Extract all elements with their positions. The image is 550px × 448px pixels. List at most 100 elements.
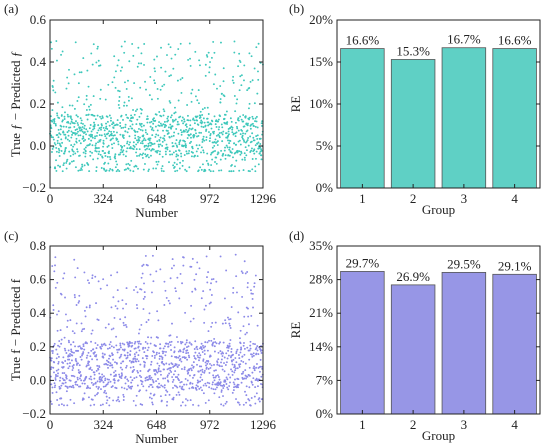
scatter-point: [136, 358, 139, 361]
scatter-point: [225, 376, 228, 379]
scatter-point: [96, 131, 99, 134]
scatter-point: [123, 343, 126, 346]
scatter-point: [206, 117, 209, 120]
scatter-point: [65, 352, 68, 354]
scatter-point: [204, 382, 207, 385]
scatter-point: [174, 118, 177, 121]
scatter-point: [168, 161, 170, 164]
scatter-point: [122, 393, 125, 396]
scatter-point: [118, 106, 121, 109]
scatter-point: [160, 399, 163, 402]
scatter-point: [116, 348, 119, 351]
scatter-point: [181, 356, 184, 359]
scatter-point: [63, 115, 66, 118]
scatter-point: [138, 154, 141, 157]
scatter-point: [252, 352, 255, 355]
scatter-point: [149, 137, 152, 140]
scatter-point: [144, 129, 147, 131]
scatter-point: [225, 132, 228, 135]
scatter-point: [259, 137, 262, 140]
scatter-point: [198, 102, 200, 105]
scatter-point: [137, 127, 140, 130]
scatter-point: [118, 376, 121, 379]
scatter-point: [108, 130, 111, 133]
scatter-point: [89, 366, 92, 369]
scatter-point: [202, 384, 205, 387]
scatter-point: [178, 355, 181, 358]
scatter-point: [162, 170, 165, 173]
scatter-point: [56, 353, 59, 356]
scatter-point: [111, 385, 114, 388]
scatter-point: [219, 158, 222, 161]
scatter-point: [238, 169, 241, 172]
scatter-point: [57, 164, 60, 167]
scatter-point: [120, 114, 123, 117]
scatter-point: [76, 150, 79, 153]
scatter-point: [63, 152, 66, 155]
scatter-point: [162, 123, 165, 126]
scatter-point: [109, 355, 112, 358]
scatter-point: [118, 170, 121, 173]
scatter-point: [242, 403, 245, 406]
scatter-point: [111, 137, 114, 140]
scatter-point: [224, 154, 227, 157]
scatter-point: [186, 399, 189, 402]
scatter-point: [168, 393, 171, 396]
scatter-point: [199, 166, 202, 169]
scatter-point: [197, 404, 200, 407]
scatter-point: [170, 114, 173, 117]
panel-b: (b)16.6%115.3%216.7%316.6%40%5%10%15%20%…: [288, 1, 541, 217]
scatter-point: [240, 381, 243, 384]
scatter-point: [160, 373, 162, 376]
scatter-point: [141, 140, 144, 143]
scatter-point: [229, 117, 232, 120]
scatter-point: [202, 359, 205, 362]
scatter-point: [259, 348, 262, 351]
scatter-point: [62, 356, 65, 359]
scatter-point: [92, 158, 95, 161]
scatter-point: [130, 159, 133, 162]
scatter-point: [211, 381, 214, 384]
scatter-point: [54, 124, 57, 127]
scatter-point: [195, 150, 198, 153]
scatter-point: [86, 342, 88, 345]
scatter-point: [178, 393, 181, 396]
scatter-point: [212, 170, 215, 173]
scatter-point: [157, 386, 160, 389]
scatter-point: [252, 342, 255, 345]
scatter-point: [142, 385, 145, 388]
scatter-point: [156, 129, 159, 132]
scatter-point: [198, 387, 201, 390]
scatter-point: [124, 126, 127, 129]
scatter-point: [213, 392, 216, 395]
scatter-point: [82, 398, 85, 400]
scatter-point: [254, 379, 257, 381]
scatter-point: [127, 127, 130, 130]
scatter-point: [57, 136, 60, 139]
scatter-point: [154, 345, 157, 347]
scatter-point: [214, 321, 217, 324]
scatter-point: [69, 362, 71, 365]
scatter-point: [118, 373, 121, 376]
scatter-point: [213, 141, 216, 143]
scatter-point: [142, 308, 145, 310]
scatter-point: [203, 107, 206, 109]
scatter-point: [189, 399, 192, 402]
scatter-point: [125, 87, 128, 90]
scatter-point: [149, 378, 152, 381]
scatter-point: [169, 277, 172, 280]
scatter-point: [237, 117, 240, 120]
scatter-point: [231, 373, 234, 376]
scatter-point: [96, 380, 99, 383]
scatter-point: [251, 122, 254, 125]
scatter-point: [75, 322, 78, 325]
scatter-point: [116, 351, 119, 354]
scatter-point: [239, 75, 242, 78]
scatter-point: [253, 285, 256, 288]
scatter-point: [123, 51, 126, 54]
scatter-point: [99, 376, 102, 378]
scatter-point: [89, 124, 92, 126]
scatter-point: [84, 152, 87, 155]
scatter-point: [176, 158, 179, 161]
scatter-point: [199, 114, 202, 117]
